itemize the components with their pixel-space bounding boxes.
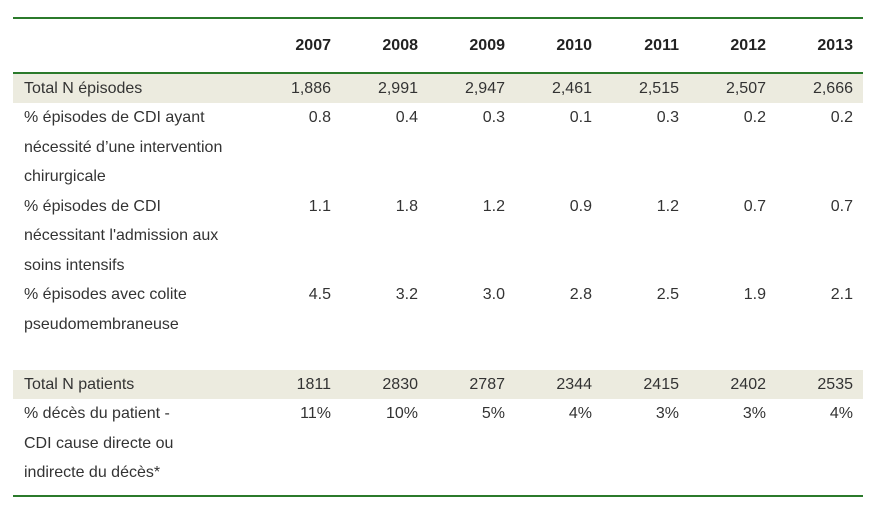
table-cell: 1.1 [308,197,331,215]
table-cell: 4% [829,405,853,422]
table-top-rule [13,17,863,19]
table-cell: 2,947 [464,80,505,97]
table-cell: 2,515 [638,80,679,97]
year-header-2010: 2010 [556,36,592,54]
table-cell: 1.2 [656,197,679,215]
table-cell: 2,991 [377,80,418,97]
row-label-line: pseudomembraneuse [24,315,179,333]
row-label-line: nécessité d’une intervention [24,138,223,156]
year-header-2013: 2013 [817,36,853,54]
row-label: Total N épisodes [13,74,239,103]
table-cell: 2,666 [812,80,853,97]
table-cell: 10% [385,405,418,422]
row-label-line: % épisodes de CDI ayant [24,109,205,126]
table-cell: 0.8 [308,109,331,126]
table-row-surgical-intervention: % épisodes de CDI ayant nécessité d’une … [13,103,863,192]
row-label-line: chirurgicale [24,168,106,185]
table-row-patient-deaths: % décès du patient - CDI cause directe o… [13,399,863,488]
cdi-statistics-table: 2007 2008 2009 2010 2011 2012 2013 Total… [13,17,863,497]
row-spacer [13,339,863,370]
table-cell: 1,886 [290,80,331,97]
table-cell: 5% [481,405,505,422]
table-cell: 0.2 [830,109,853,126]
table-row-total-patients: Total N patients 1811 2830 2787 2344 241… [13,370,863,399]
table-cell: 2,461 [551,80,592,97]
table-cell: 0.7 [830,197,853,215]
table-cell: 2,507 [725,80,766,97]
table-row-pseudomembranous-colitis: % épisodes avec colite pseudomembraneuse… [13,280,863,339]
row-label-line: Total N patients [24,376,135,393]
table-cell: 0.3 [482,109,505,126]
row-label-line: Total N épisodes [24,80,143,97]
row-label: Total N patients [13,370,239,399]
row-label: % décès du patient - CDI cause directe o… [13,399,239,488]
table-bottom-rule [13,494,863,497]
row-label: % épisodes de CDI ayant nécessité d’une … [13,103,239,192]
table-cell: 0.1 [569,109,592,126]
table-cell: 2535 [817,376,853,393]
row-label-line: CDI cause directe ou [24,434,174,452]
table-cell: 0.3 [656,109,679,126]
table-cell: 2830 [382,376,418,393]
table-cell: 2344 [556,376,592,393]
header-separator-rule [13,72,863,74]
table-row-intensive-care: % épisodes de CDI nécessitant l'admissio… [13,192,863,281]
table-cell: 1.2 [482,197,505,215]
row-label-line: nécessitant l'admission aux [24,227,219,244]
row-label-line: % épisodes de CDI [24,197,161,215]
row-label-line: soins intensifs [24,256,125,274]
year-header-2008: 2008 [382,36,418,54]
table-cell: 0.2 [743,109,766,126]
table-header-row: 2007 2008 2009 2010 2011 2012 2013 [13,19,863,72]
table-cell: 2415 [643,376,679,393]
table-cell: 3% [655,405,679,422]
row-label-line: % décès du patient - [24,405,170,422]
table-cell: 2.5 [656,286,679,303]
table-cell: 1.9 [743,286,766,303]
year-header-2012: 2012 [730,36,766,54]
table-row-total-episodes: Total N épisodes 1,886 2,991 2,947 2,461… [13,74,863,103]
year-header-2007: 2007 [295,36,331,54]
table-cell: 0.4 [395,109,418,126]
table-cell: 4% [568,405,592,422]
year-header-2011: 2011 [644,36,679,54]
year-header-2009: 2009 [469,36,505,54]
table-cell: 3.2 [395,286,418,303]
table-cell: 2787 [469,376,505,393]
table-cell: 11% [300,405,331,422]
table-cell: 0.9 [569,197,592,215]
table-cell: 2402 [730,376,766,393]
row-label: % épisodes de CDI nécessitant l'admissio… [13,192,239,281]
table-cell: 3.0 [482,286,505,303]
row-label: % épisodes avec colite pseudomembraneuse [13,280,239,339]
table-cell: 1811 [296,376,331,393]
table-cell: 1.8 [395,197,418,215]
row-label-line: % épisodes avec colite [24,286,187,303]
row-label-line: indirecte du décès* [24,464,161,481]
table-cell: 2.8 [569,286,592,303]
table-cell: 2.1 [830,286,853,303]
table-cell: 3% [742,405,766,422]
table-cell: 4.5 [308,286,331,303]
table-cell: 0.7 [743,197,766,215]
